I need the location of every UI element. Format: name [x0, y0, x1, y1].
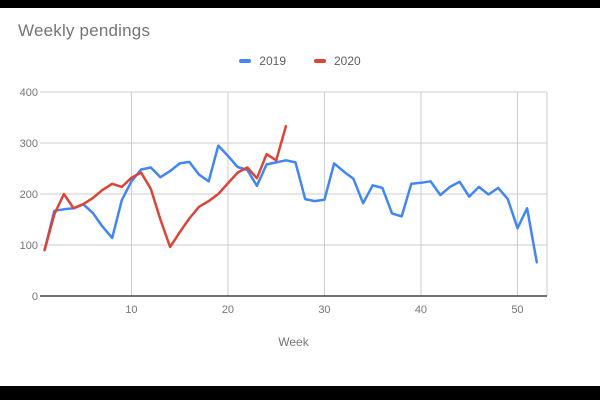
legend-item-2020: 2020	[314, 54, 361, 68]
legend-swatch-2020	[314, 59, 326, 63]
chart-title: Weekly pendings	[18, 21, 151, 40]
legend-label-2019: 2019	[259, 54, 286, 68]
x-axis-title: Week	[278, 335, 309, 349]
letterbox-bottom	[0, 386, 600, 400]
x-tick-label: 20	[222, 304, 234, 316]
legend-swatch-2019	[239, 59, 252, 63]
series-2020-line	[43, 124, 288, 252]
y-tick-label: 200	[20, 189, 38, 201]
y-tick-label: 300	[20, 138, 38, 150]
y-tick-label: 400	[20, 87, 38, 99]
y-tick-label: 100	[20, 240, 38, 252]
series-2019-line	[43, 144, 539, 264]
x-tick-label: 50	[511, 304, 523, 316]
legend-item-2019: 2019	[239, 54, 286, 68]
x-tick-label: 30	[318, 304, 330, 316]
letterbox-top	[0, 0, 600, 8]
x-tick-label: 10	[125, 304, 137, 316]
y-tick-label: 0	[32, 291, 38, 303]
legend: 2019 2020	[0, 54, 600, 68]
x-tick-label: 40	[415, 304, 427, 316]
legend-label-2020: 2020	[334, 54, 361, 68]
